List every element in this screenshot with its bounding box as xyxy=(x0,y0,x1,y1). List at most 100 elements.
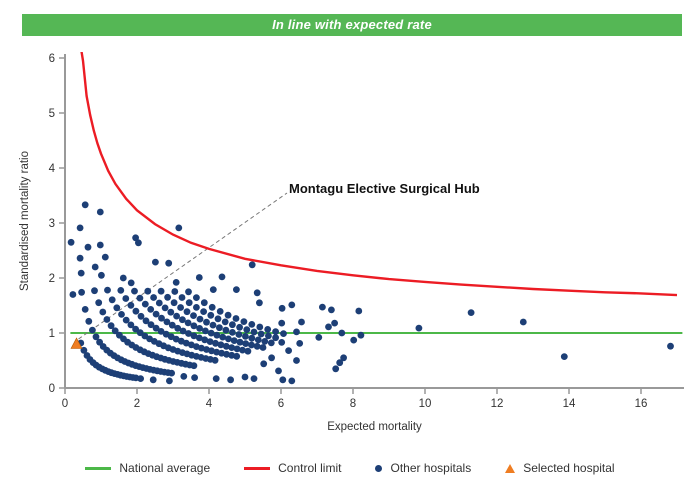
hospital-point xyxy=(272,334,279,342)
hospital-point xyxy=(157,328,165,335)
legend-item-label: Selected hospital xyxy=(523,461,615,475)
legend-item: National average xyxy=(85,461,210,475)
y-tick-label: 6 xyxy=(49,53,55,65)
y-tick-label: 0 xyxy=(49,383,55,395)
hospital-point xyxy=(76,254,84,262)
hospital-point xyxy=(168,369,176,377)
hospital-point xyxy=(149,376,157,384)
hospital-point xyxy=(267,339,275,347)
hospital-point xyxy=(198,344,205,352)
hospital-point xyxy=(193,294,200,301)
hospital-point xyxy=(279,376,287,384)
hospital-point xyxy=(155,299,163,307)
y-tick-label: 2 xyxy=(49,273,55,285)
hospital-point xyxy=(212,375,220,382)
annotation-leader-line xyxy=(78,192,288,340)
annotation-label: Montagu Elective Surgical Hub xyxy=(289,181,480,196)
hospital-point xyxy=(142,317,150,325)
hospital-point xyxy=(92,333,100,341)
hospital-point xyxy=(183,308,191,316)
hospital-point xyxy=(467,309,475,316)
hospital-point xyxy=(174,324,182,332)
hospital-point xyxy=(248,341,255,349)
hospital-point xyxy=(147,306,155,313)
hospital-point xyxy=(244,347,252,355)
legend-line-swatch xyxy=(85,466,112,470)
hospital-point xyxy=(185,299,193,307)
hospital-point xyxy=(325,323,332,331)
hospital-point xyxy=(136,294,144,302)
selected-hospital-marker xyxy=(70,337,83,349)
y-axis-title: Standardised mortality ratio xyxy=(19,151,31,291)
hospital-point xyxy=(203,318,210,326)
hospital-point xyxy=(127,321,135,329)
hospital-point xyxy=(241,373,249,381)
hospital-point xyxy=(256,299,263,307)
hospital-point xyxy=(268,354,275,362)
hospital-point xyxy=(288,301,296,309)
hospital-point xyxy=(240,318,248,325)
hospital-point xyxy=(298,318,305,326)
hospital-point xyxy=(216,308,224,315)
hospital-point xyxy=(253,342,261,350)
hospital-point xyxy=(264,326,272,333)
hospital-point xyxy=(207,329,215,337)
hospital-point xyxy=(179,327,187,335)
hospital-point xyxy=(166,377,173,385)
hospital-point xyxy=(85,317,93,325)
hospital-point xyxy=(225,335,232,343)
hospital-point xyxy=(77,269,85,277)
hospital-point xyxy=(224,311,232,319)
legend-item-label: Other hospitals xyxy=(390,461,472,475)
hospital-point xyxy=(250,328,258,336)
hospital-point xyxy=(147,321,155,329)
x-tick-label: 4 xyxy=(206,398,213,410)
hospital-point xyxy=(228,344,236,351)
hospital-point xyxy=(178,294,186,301)
hospital-point xyxy=(190,332,198,340)
hospital-point xyxy=(150,294,158,301)
hospital-point xyxy=(227,376,235,384)
hospital-point xyxy=(164,293,172,301)
hospital-point xyxy=(171,288,179,295)
hospital-point xyxy=(196,315,204,323)
hospital-point xyxy=(560,353,568,360)
hospital-point xyxy=(208,347,215,355)
hospital-point xyxy=(127,301,135,309)
hospital-point xyxy=(132,234,140,242)
hospital-point xyxy=(131,287,138,295)
plot-area xyxy=(67,52,683,385)
hospital-point xyxy=(232,315,240,322)
hospital-point xyxy=(253,289,261,297)
hospital-point xyxy=(331,319,338,327)
hospital-point xyxy=(229,329,236,336)
hospital-point xyxy=(242,333,249,340)
hospital-point xyxy=(173,312,181,320)
legend-item-label: Control limit xyxy=(278,461,342,475)
hospital-point xyxy=(208,303,216,311)
hospital-point xyxy=(180,373,188,380)
hospital-point xyxy=(239,346,246,354)
hospital-point xyxy=(161,304,169,312)
hospital-point xyxy=(99,308,107,316)
hospital-point xyxy=(103,316,111,323)
legend-triangle-swatch xyxy=(505,463,516,473)
hospital-point xyxy=(201,336,209,344)
hospital-point xyxy=(218,273,226,281)
hospital-point xyxy=(113,304,121,312)
hospital-point xyxy=(272,328,279,335)
x-axis-title: Expected mortality xyxy=(327,421,422,433)
status-banner: In line with expected rate xyxy=(22,14,682,36)
hospital-point xyxy=(207,311,215,319)
hospital-point xyxy=(78,288,85,296)
hospital-point xyxy=(96,241,104,249)
axes xyxy=(64,54,684,389)
hospital-point xyxy=(190,312,197,319)
hospital-point xyxy=(195,274,203,281)
hospital-point xyxy=(177,304,185,311)
hospital-point xyxy=(256,323,264,331)
legend-item: Other hospitals xyxy=(375,461,471,475)
hospital-point xyxy=(261,338,269,345)
hospital-point xyxy=(135,239,142,247)
